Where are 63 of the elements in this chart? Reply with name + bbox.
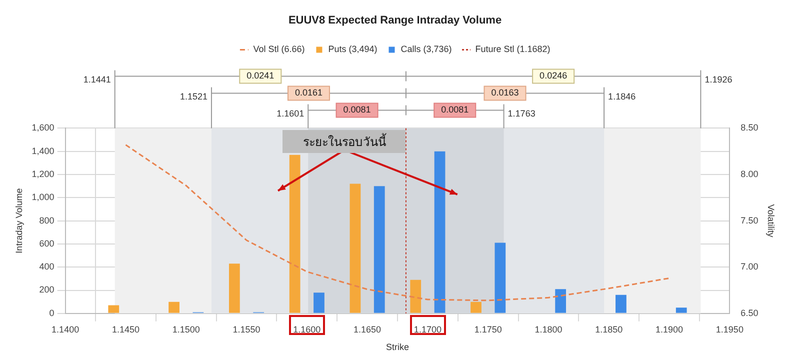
bar	[108, 305, 120, 313]
bar	[410, 280, 422, 313]
bar	[374, 186, 385, 313]
y-tick-label: 1,000	[32, 192, 54, 202]
y2-axis-title: Volatility	[766, 204, 776, 238]
text: 1.1763	[508, 108, 536, 119]
text: 1.1441	[83, 74, 111, 85]
text: 0.0081	[441, 104, 469, 115]
x-tick-label: 1.1850	[595, 324, 623, 334]
bar	[350, 184, 361, 313]
y2-tick-label: 7.50	[740, 215, 758, 226]
legend-label: Future Stl (1.1682)	[475, 44, 550, 54]
y-tick-label: 1,400	[32, 146, 54, 156]
bar	[470, 302, 482, 313]
y2-tick-label: 8.00	[740, 168, 758, 179]
y-tick-label: 1,600	[32, 122, 54, 133]
x-tick-label: 1.1700	[414, 324, 442, 334]
text: 0.0241	[246, 70, 274, 81]
y2-tick-label: 6.50	[740, 308, 758, 318]
line-series	[124, 144, 670, 302]
legend-label: Vol Stl (6.66)	[253, 44, 305, 54]
x-tick-label: 1.1950	[716, 324, 744, 334]
bar	[168, 302, 180, 313]
text: 0.0081	[343, 104, 371, 115]
x-tick-label: 1.1750	[474, 324, 502, 334]
text: 1.1521	[180, 92, 208, 102]
x-tick-label: 1.1550	[232, 324, 260, 334]
bar	[228, 264, 240, 313]
bar	[494, 242, 506, 313]
legend-label: Calls (3,736)	[400, 44, 452, 54]
x-tick-label: 1.1650	[354, 324, 382, 334]
y2-tick-label: 7.00	[740, 262, 758, 272]
y-tick-label: 600	[39, 238, 54, 248]
y-axis-title: Intraday Volume	[14, 188, 24, 254]
x-tick-label: 1.1800	[534, 324, 562, 334]
x-tick-label: 1.1450	[112, 324, 140, 334]
y-tick-label: 800	[39, 215, 54, 226]
x-tick-label: 1.1900	[656, 324, 684, 334]
text: 1.1601	[276, 108, 304, 119]
chart-title: EUUV8 Expected Range Intraday Volume	[288, 14, 502, 27]
y-tick-label: 1,200	[32, 168, 54, 179]
annotation: ระยะในรอบวันนี้	[302, 135, 386, 150]
text: 0.0163	[491, 88, 519, 98]
bar	[289, 154, 300, 313]
callout-label: ระยะในรอบวันนี้	[282, 130, 406, 154]
y2-tick-label: 8.50	[740, 122, 758, 133]
bar	[616, 294, 626, 313]
x-tick-label: 1.1400	[52, 324, 80, 334]
text: 0.0246	[540, 70, 568, 81]
y-tick-label: 200	[39, 284, 54, 295]
y-tick-label: 400	[39, 262, 54, 272]
text: 0.0161	[294, 88, 322, 98]
bar	[676, 308, 687, 313]
x-axis-title: Strike	[386, 342, 410, 352]
y-tick-label: 0	[49, 308, 54, 318]
x-tick-label: 1.1500	[172, 324, 200, 334]
text: 1.1846	[608, 92, 636, 102]
bar	[434, 151, 446, 313]
bar	[314, 292, 324, 313]
x-tick-label: 1.1600	[293, 324, 321, 334]
legend-label: Puts (3,494)	[328, 44, 378, 54]
bar	[555, 289, 566, 313]
text: 1.1926	[704, 74, 732, 85]
